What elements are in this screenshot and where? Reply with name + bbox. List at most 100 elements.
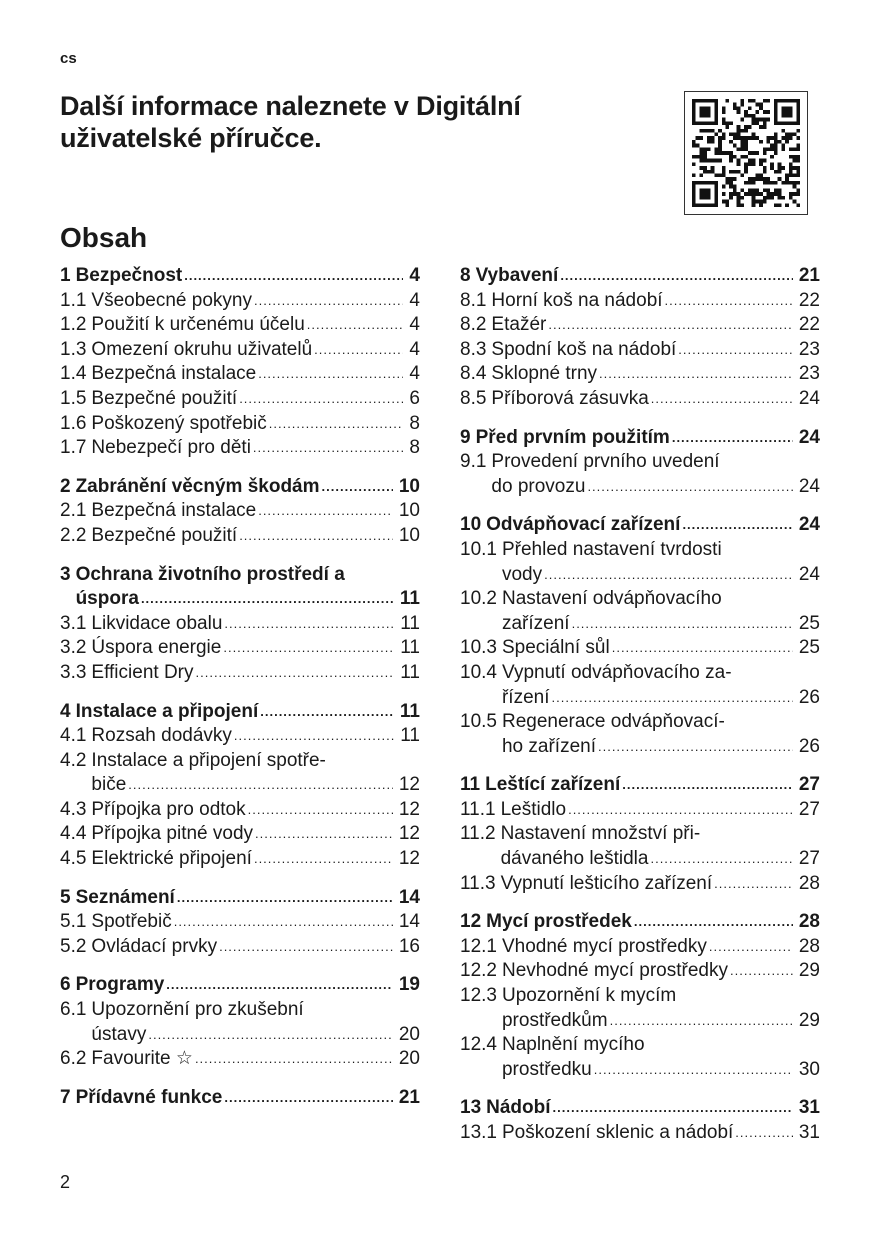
toc-entry-text: Elektrické připojení	[91, 848, 252, 870]
language-code: cs	[60, 50, 77, 67]
toc-entry[interactable]: 8.3 Spodní koš na nádobí.................…	[460, 338, 820, 363]
toc-entry-line: Před prvním použitím....................…	[476, 426, 820, 451]
toc-entry-line: zařízení................................…	[502, 612, 820, 637]
toc-page-number: 23	[798, 338, 820, 360]
toc-entry-title: Použití k určenému účelu................…	[91, 313, 420, 338]
toc-entry-title: Leštidlo................................…	[501, 798, 820, 823]
toc-chapter[interactable]: 3 Ochrana životního prostředí a úspora....…	[60, 563, 420, 612]
toc-entry[interactable]: 4.4 Přípojka pitné vody..................…	[60, 822, 420, 847]
toc-entry-number: 12.3	[460, 985, 497, 1007]
toc-page-number: 26	[798, 686, 820, 708]
toc-entry[interactable]: 4.1 Rozsah dodávky.......................…	[60, 724, 420, 749]
toc-entry[interactable]: 13.1 Poškození sklenic a nádobí..........…	[460, 1121, 820, 1146]
toc-entry[interactable]: 11.2 Nastavení množství při-dávaného lešt…	[460, 822, 820, 871]
toc-entry[interactable]: 11.1 Leštidlo............................…	[460, 798, 820, 823]
toc-entry-number: 10.5	[460, 711, 497, 733]
toc-page-number: 8	[409, 412, 420, 434]
leader-dots: ........................................…	[140, 591, 394, 607]
toc-entry[interactable]: 1.4 Bezpečná instalace...................…	[60, 362, 420, 387]
toc-group: 4 Instalace a připojení..................…	[60, 700, 420, 872]
toc-entry-line: Zabránění věcným škodám.................…	[76, 475, 420, 500]
toc-chapter[interactable]: 6 Programy...............................…	[60, 973, 420, 998]
toc-entry[interactable]: 12.4 Naplnění mycího prostředku...........…	[460, 1033, 820, 1082]
toc-chapter[interactable]: 7 Přídavné funkce........................…	[60, 1086, 420, 1111]
toc-entry[interactable]: 9.1 Provedení prvního uvedení do provozu..…	[460, 450, 820, 499]
toc-page-number: 16	[398, 935, 420, 957]
toc-entry-text: řízení	[501, 686, 550, 708]
toc-chapter[interactable]: 11 Leštící zařízení......................…	[460, 773, 820, 798]
toc-page-number: 10	[398, 500, 420, 522]
toc-chapter[interactable]: 10 Odvápňovací zařízení..................…	[460, 513, 820, 538]
toc-entry[interactable]: 2.2 Bezpečné použití.....................…	[60, 524, 420, 549]
toc-chapter[interactable]: 5 Seznámení..............................…	[60, 886, 420, 911]
leader-dots: ........................................…	[571, 615, 793, 631]
toc-chapter[interactable]: 8 Vybavení...............................…	[460, 264, 820, 289]
toc-page-number: 10	[398, 524, 420, 546]
toc-entry[interactable]: 1.6 Poškozený spotřebič..................…	[60, 412, 420, 437]
toc-entry[interactable]: 6.2 Favourite ☆..........................…	[60, 1047, 420, 1072]
toc-entry[interactable]: 8.4 Sklopné trny.........................…	[460, 362, 820, 387]
toc-entry-number: 2	[60, 475, 71, 497]
leader-dots: ........................................…	[314, 341, 403, 357]
toc-entry-text: Rozsah dodávky	[91, 725, 232, 747]
toc-chapter[interactable]: 12 Mycí prostředek.......................…	[460, 910, 820, 935]
toc-entry[interactable]: 1.5 Bezpečné použití.....................…	[60, 387, 420, 412]
toc-chapter[interactable]: 4 Instalace a připojení..................…	[60, 700, 420, 725]
toc-entry-text: dávaného leštidla	[500, 848, 649, 870]
toc-entry[interactable]: 8.2 Etažér...............................…	[460, 313, 820, 338]
toc-entry[interactable]: 3.3 Efficient Dry........................…	[60, 661, 420, 686]
toc-entry-line: Instalace a připojení...................…	[76, 700, 420, 725]
toc-entry[interactable]: 1.1 Všeobecné pokyny.....................…	[60, 289, 420, 314]
toc-entry[interactable]: 10.1 Přehled nastavení tvrdosti vody......…	[460, 538, 820, 587]
toc-entry-line: Přehled nastavení tvrdosti	[501, 538, 722, 560]
toc-entry-text: biče	[91, 774, 127, 796]
toc-page-number: 24	[798, 475, 820, 497]
toc-entry[interactable]: 10.2 Nastavení odvápňovacího zařízení.....…	[460, 587, 820, 636]
toc-page-number: 14	[398, 911, 420, 933]
toc-entry[interactable]: 1.2 Použití k určenému účelu.............…	[60, 313, 420, 338]
toc-entry[interactable]: 8.1 Horní koš na nádobí..................…	[460, 289, 820, 314]
toc-entry-number: 5	[60, 886, 71, 908]
toc-entry[interactable]: 1.7 Nebezpečí pro děti...................…	[60, 436, 420, 461]
toc-entry-line: Sklopné trny............................…	[491, 362, 820, 387]
toc-chapter[interactable]: 13 Nádobí................................…	[460, 1096, 820, 1121]
toc-page-number: 25	[798, 637, 820, 659]
toc-entry[interactable]: 10.4 Vypnutí odvápňovacího za-řízení.....…	[460, 661, 820, 710]
toc-entry[interactable]: 11.3 Vypnutí lešticího zařízení..........…	[460, 872, 820, 897]
toc-entry[interactable]: 5.2 Ovládací prvky.......................…	[60, 935, 420, 960]
toc-entry-number: 13.1	[460, 1122, 497, 1143]
toc-chapter[interactable]: 9 Před prvním použitím...................…	[460, 426, 820, 451]
toc-chapter[interactable]: 1 Bezpečnost.............................…	[60, 264, 420, 289]
toc-entry-title: Upozornění pro zkušební ústavy...........…	[91, 998, 420, 1047]
toc-entry-title: Bezpečná instalace......................…	[91, 499, 420, 524]
toc-entry-line: Upozornění pro zkušební	[91, 999, 304, 1021]
toc-entry[interactable]: 10.5 Regenerace odvápňovací-ho zařízení..…	[460, 710, 820, 759]
toc-entry-line: Rozsah dodávky..........................…	[91, 724, 420, 749]
toc-entry-title: Sklopné trny............................…	[491, 362, 820, 387]
toc-entry-line: Nádobí..................................…	[486, 1096, 820, 1121]
toc-entry[interactable]: 2.1 Bezpečná instalace...................…	[60, 499, 420, 524]
toc-entry[interactable]: 6.1 Upozornění pro zkušební ústavy........…	[60, 998, 420, 1047]
toc-entry[interactable]: 4.5 Elektrické připojení.................…	[60, 847, 420, 872]
toc-entry-title: Před prvním použitím....................…	[476, 426, 820, 451]
toc-entry[interactable]: 1.3 Omezení okruhu uživatelů.............…	[60, 338, 420, 363]
toc-page-number: 4	[409, 338, 420, 360]
toc-entry[interactable]: 3.2 Úspora energie.......................…	[60, 636, 420, 661]
leader-dots: ........................................…	[224, 615, 395, 631]
toc-entry[interactable]: 3.1 Likvidace obalu......................…	[60, 612, 420, 637]
toc-entry[interactable]: 4.2 Instalace a připojení spotře-biče....…	[60, 749, 420, 798]
leader-dots: ........................................…	[258, 503, 393, 519]
toc-entry[interactable]: 12.3 Upozornění k mycím prostředkům.......…	[460, 984, 820, 1033]
toc-entry[interactable]: 12.2 Nevhodné mycí prostředky............…	[460, 959, 820, 984]
toc-entry[interactable]: 12.1 Vhodné mycí prostředky..............…	[460, 935, 820, 960]
toc-group: 11 Leštící zařízení......................…	[460, 773, 820, 896]
toc-page-number: 27	[798, 774, 820, 796]
toc-entry[interactable]: 10.3 Speciální sůl.......................…	[460, 636, 820, 661]
toc-entry-text: Nevhodné mycí prostředky	[501, 960, 728, 982]
toc-entry-line: Upozornění k mycím	[501, 985, 677, 1007]
toc-entry[interactable]: 8.5 Příborová zásuvka....................…	[460, 387, 820, 412]
toc-entry[interactable]: 5.1 Spotřebič............................…	[60, 910, 420, 935]
toc-entry-line: Instalace a připojení spotře-	[91, 749, 326, 771]
toc-entry[interactable]: 4.3 Přípojka pro odtok...................…	[60, 798, 420, 823]
